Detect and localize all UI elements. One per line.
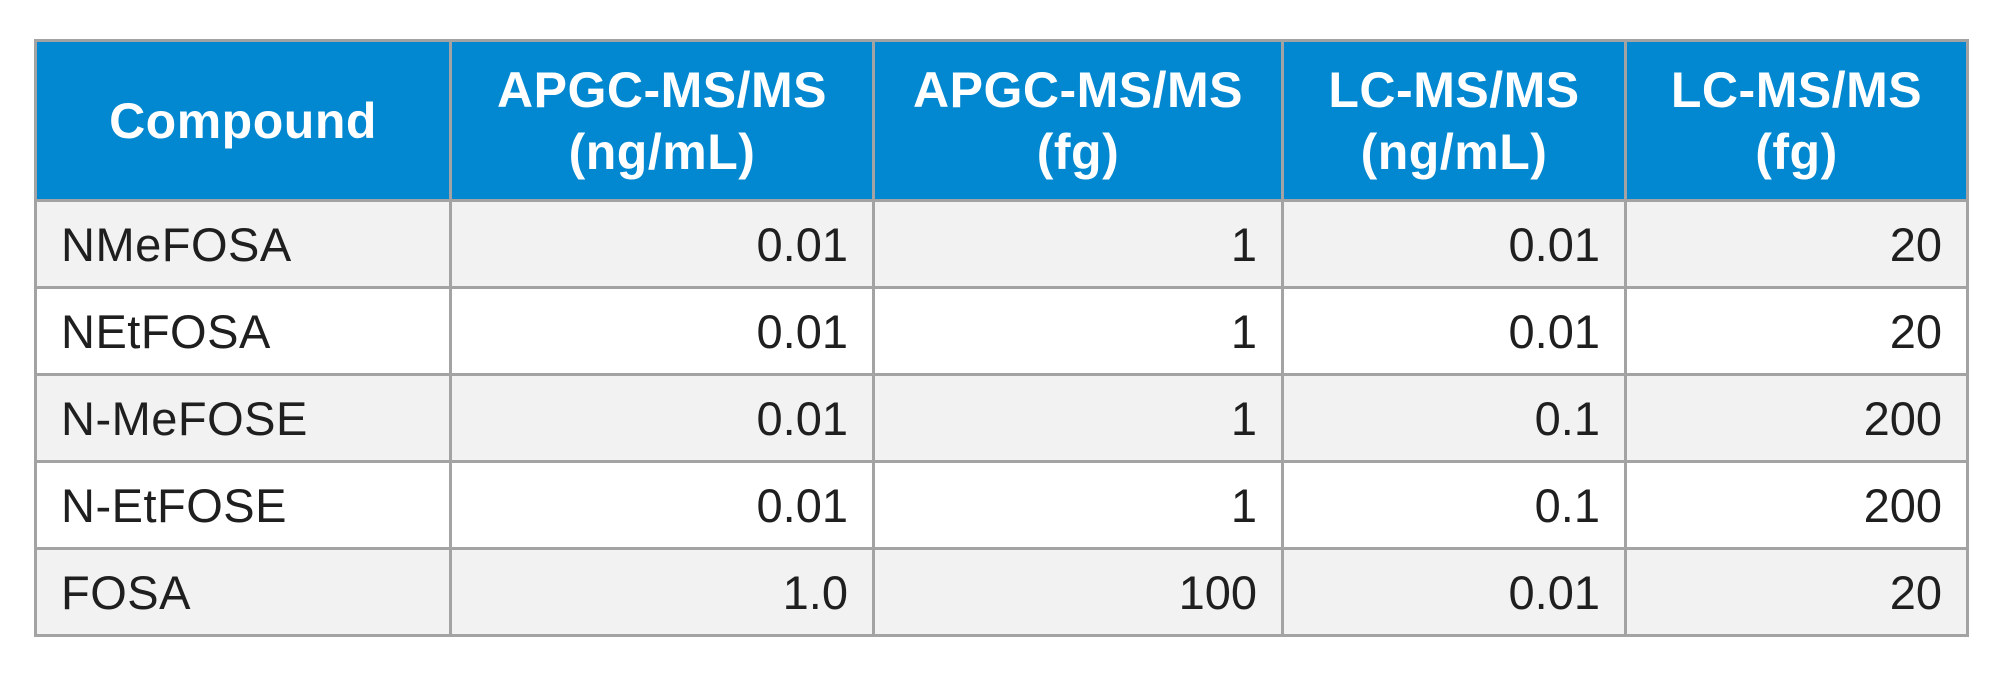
detection-limits-table-container: Compound APGC-MS/MS (ng/mL) APGC-MS/MS (…	[34, 39, 1969, 637]
lc-fg-cell: 20	[1624, 286, 1969, 376]
header-apgc-fg: APGC-MS/MS (fg)	[872, 39, 1284, 202]
apgc-ngml-cell: 0.01	[449, 286, 875, 376]
apgc-ngml-cell: 0.01	[449, 199, 875, 289]
lc-fg-cell: 20	[1624, 199, 1969, 289]
detection-limits-table: Compound APGC-MS/MS (ng/mL) APGC-MS/MS (…	[34, 39, 1969, 637]
header-unit: (fg)	[1755, 123, 1838, 180]
lc-ngml-cell: 0.01	[1281, 547, 1627, 637]
header-label: LC-MS/MS	[1670, 61, 1923, 118]
apgc-ngml-cell: 0.01	[449, 373, 875, 463]
header-unit: (ng/mL)	[1360, 123, 1548, 180]
lc-ngml-cell: 0.1	[1281, 373, 1627, 463]
header-label: APGC-MS/MS	[913, 61, 1243, 118]
lc-ngml-cell: 0.1	[1281, 460, 1627, 550]
apgc-fg-cell: 1	[872, 460, 1284, 550]
compound-cell: FOSA	[34, 547, 452, 637]
table-body: NMeFOSA 0.01 1 0.01 20 NEtFOSA 0.01 1 0.…	[34, 199, 1969, 637]
lc-fg-cell: 20	[1624, 547, 1969, 637]
apgc-fg-cell: 1	[872, 286, 1284, 376]
header-unit: (fg)	[1036, 123, 1120, 180]
table-row: NEtFOSA 0.01 1 0.01 20	[34, 286, 1969, 376]
compound-cell: NMeFOSA	[34, 199, 452, 289]
lc-ngml-cell: 0.01	[1281, 199, 1627, 289]
table-row: NMeFOSA 0.01 1 0.01 20	[34, 199, 1969, 289]
header-label: Compound	[109, 92, 377, 149]
header-compound: Compound	[34, 39, 452, 202]
header-label: APGC-MS/MS	[497, 61, 827, 118]
compound-cell: N-MeFOSE	[34, 373, 452, 463]
lc-fg-cell: 200	[1624, 373, 1969, 463]
header-lc-fg: LC-MS/MS (fg)	[1624, 39, 1969, 202]
table-row: N-EtFOSE 0.01 1 0.1 200	[34, 460, 1969, 550]
table-row: N-MeFOSE 0.01 1 0.1 200	[34, 373, 1969, 463]
header-row: Compound APGC-MS/MS (ng/mL) APGC-MS/MS (…	[34, 39, 1969, 202]
lc-fg-cell: 200	[1624, 460, 1969, 550]
apgc-fg-cell: 100	[872, 547, 1284, 637]
compound-cell: NEtFOSA	[34, 286, 452, 376]
apgc-ngml-cell: 0.01	[449, 460, 875, 550]
compound-cell: N-EtFOSE	[34, 460, 452, 550]
table-header: Compound APGC-MS/MS (ng/mL) APGC-MS/MS (…	[34, 39, 1969, 202]
apgc-fg-cell: 1	[872, 199, 1284, 289]
header-lc-ngml: LC-MS/MS (ng/mL)	[1281, 39, 1627, 202]
header-apgc-ngml: APGC-MS/MS (ng/mL)	[449, 39, 875, 202]
apgc-ngml-cell: 1.0	[449, 547, 875, 637]
header-unit: (ng/mL)	[568, 123, 756, 180]
apgc-fg-cell: 1	[872, 373, 1284, 463]
table-row: FOSA 1.0 100 0.01 20	[34, 547, 1969, 637]
lc-ngml-cell: 0.01	[1281, 286, 1627, 376]
header-label: LC-MS/MS	[1328, 61, 1580, 118]
